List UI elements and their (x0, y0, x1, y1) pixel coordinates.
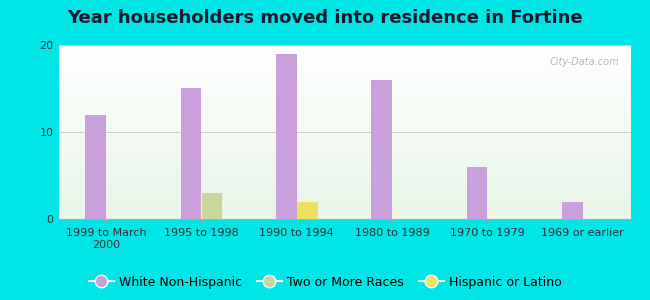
Bar (297, 202, 318, 219)
Bar (467, 167, 488, 219)
Bar (371, 80, 392, 219)
Text: City-Data.com: City-Data.com (549, 57, 619, 67)
Bar (85, 115, 106, 219)
Bar (276, 54, 297, 219)
Legend: White Non-Hispanic, Two or More Races, Hispanic or Latino: White Non-Hispanic, Two or More Races, H… (84, 271, 566, 294)
Bar (202, 193, 222, 219)
Bar (181, 88, 202, 219)
Bar (562, 202, 583, 219)
Text: Year householders moved into residence in Fortine: Year householders moved into residence i… (67, 9, 583, 27)
